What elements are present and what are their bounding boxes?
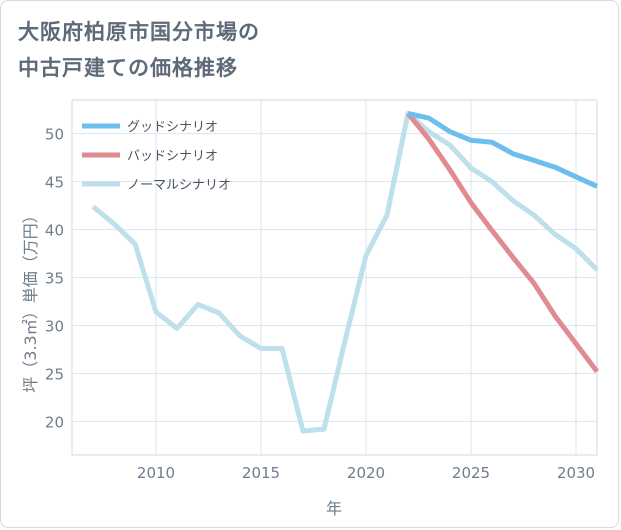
x-tick-label: 2010 (137, 464, 175, 482)
legend-label-bad: バッドシナリオ (127, 149, 218, 164)
y-tick-label: 40 (45, 222, 64, 240)
y-tick-label: 50 (45, 126, 64, 144)
x-tick-label: 2025 (452, 464, 490, 482)
legend-label-good: グッドシナリオ (127, 120, 218, 135)
series-lines (91, 110, 599, 434)
x-axis-label: 年 (326, 499, 342, 518)
chart-title: 大阪府柏原市国分市場の 中古戸建ての価格推移 (18, 14, 260, 86)
x-tick-label: 2030 (557, 464, 595, 482)
y-tick-label: 25 (45, 365, 64, 383)
y-tick-label: 20 (45, 413, 64, 431)
x-tick-label: 2015 (242, 464, 280, 482)
grid-lines (72, 100, 597, 455)
x-tick-label: 2020 (347, 464, 385, 482)
y-tick-label: 35 (45, 270, 64, 288)
series-line-bad (406, 111, 599, 374)
series-line-normal (91, 110, 599, 434)
legend-label-normal: ノーマルシナリオ (127, 178, 231, 193)
series-line-good (407, 110, 599, 189)
y-tick-label: 45 (45, 174, 64, 192)
chart-title-line1: 大阪府柏原市国分市場の (18, 20, 260, 44)
chart-title-line2: 中古戸建ての価格推移 (18, 56, 238, 80)
x-axis-ticks: 2010 2015 2020 2025 2030 (137, 464, 595, 482)
y-axis-label: 坪（3.3㎡）単価（万円） (21, 207, 40, 392)
y-tick-label: 30 (45, 317, 64, 335)
y-axis-ticks: 20 25 30 35 40 45 50 (45, 126, 64, 432)
